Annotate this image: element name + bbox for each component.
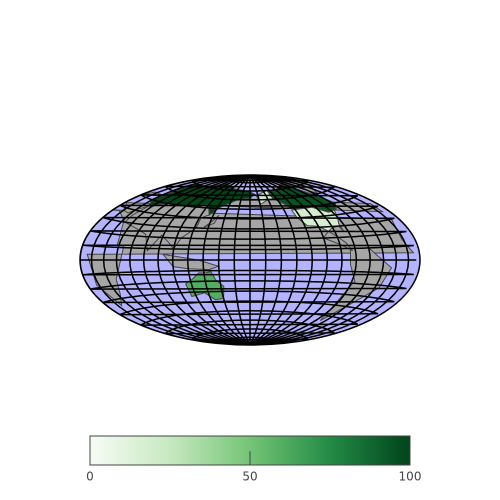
graticule <box>102 175 251 345</box>
graticule <box>115 175 251 345</box>
graticule <box>249 175 358 345</box>
graticule <box>249 175 398 345</box>
graticule <box>187 175 251 345</box>
graticule <box>157 175 251 345</box>
graticule <box>90 175 251 345</box>
colorbar-tick-label: 0 <box>86 470 94 484</box>
globe-frame <box>79 174 421 346</box>
colorbar-tick-label: 50 <box>242 470 257 484</box>
graticule <box>233 175 251 345</box>
graticule <box>249 175 267 345</box>
graticule <box>249 175 298 345</box>
land <box>161 253 221 271</box>
graticule <box>249 175 410 345</box>
graticule <box>249 175 371 345</box>
graticule <box>171 175 251 345</box>
graticule <box>217 175 251 345</box>
graticule <box>202 175 251 345</box>
graticule <box>249 175 283 345</box>
graticule <box>249 175 313 345</box>
graticule <box>142 175 251 345</box>
graticule <box>249 175 343 345</box>
geo-layer <box>80 175 420 345</box>
colorbar-tick-label: 100 <box>399 470 422 484</box>
land <box>203 215 220 228</box>
graticule <box>249 175 329 345</box>
graticule <box>129 175 251 345</box>
graticule <box>249 175 385 345</box>
